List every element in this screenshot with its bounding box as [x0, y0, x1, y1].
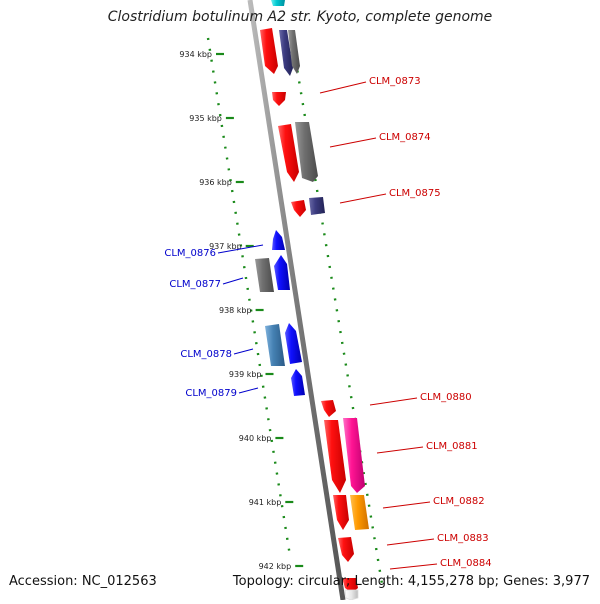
gene-label-leader [376, 446, 424, 454]
ruler-label: 940 kbp [239, 434, 272, 443]
ruler-label: 942 kbp [259, 562, 292, 571]
gene-label-leader [217, 244, 264, 254]
forward-strand-genes [260, 0, 369, 601]
gene-label-leader [386, 538, 435, 546]
gene-label-clm-0884[interactable]: CLM_0884 [440, 558, 492, 569]
gene-arrow[interactable] [321, 400, 336, 417]
map-title: Clostridium botulinum A2 str. Kyoto, com… [107, 9, 493, 25]
gene-label-leader [238, 387, 259, 394]
position-ruler: 934 kbp 935 kbp 936 kbp 937 kbp 938 kbp 939 k… [179, 50, 304, 571]
gene-label-clm-0873[interactable]: CLM_0873 [369, 76, 421, 87]
gene-arrow[interactable] [333, 495, 349, 530]
reverse-strand-genes [255, 230, 305, 396]
gene-label-leader [382, 501, 431, 509]
gene-labels: CLM_0873 CLM_0874 CLM_0875 CLM_0876 CLM_0877… [164, 76, 492, 570]
ruler-label: 934 kbp [179, 50, 212, 59]
ruler-label: 935 kbp [189, 114, 222, 123]
gene-label-leader [222, 277, 244, 285]
gene-label-clm-0880[interactable]: CLM_0880 [420, 392, 472, 403]
gene-arrow[interactable] [338, 537, 354, 562]
gene-arrow[interactable] [288, 30, 300, 74]
gene-arrow[interactable] [255, 258, 274, 292]
accession-text: Accession: NC_012563 [9, 574, 157, 589]
gene-label-leader [339, 193, 387, 204]
gene-label-clm-0878[interactable]: CLM_0878 [180, 349, 232, 360]
gene-label-leader [319, 81, 367, 94]
gene-label-clm-0882[interactable]: CLM_0882 [433, 496, 485, 507]
gene-label-clm-0875[interactable]: CLM_0875 [389, 188, 441, 199]
ruler-label: 941 kbp [249, 498, 282, 507]
ruler-label: 938 kbp [219, 306, 252, 315]
gene-arrow[interactable] [272, 230, 285, 250]
ruler-label: 939 kbp [229, 370, 262, 379]
gene-arrow[interactable] [343, 418, 365, 493]
gene-arrow[interactable] [350, 495, 369, 530]
gene-arrow[interactable] [271, 0, 285, 6]
gene-arrow[interactable] [285, 323, 302, 364]
gene-arrow[interactable] [274, 255, 290, 290]
gene-arrow[interactable] [342, 578, 358, 593]
gene-arrow[interactable] [272, 92, 286, 106]
gene-label-clm-0876[interactable]: CLM_0876 [164, 248, 216, 259]
gene-label-leader [369, 397, 418, 406]
gene-label-clm-0883[interactable]: CLM_0883 [437, 533, 489, 544]
gene-label-leader [329, 137, 377, 148]
gene-label-leader [233, 348, 254, 355]
gene-arrow[interactable] [279, 30, 293, 76]
genome-summary-text: Topology: circular; Length: 4,155,278 bp… [232, 574, 590, 589]
gene-label-clm-0879[interactable]: CLM_0879 [185, 388, 237, 399]
ruler-label: 937 kbp [209, 242, 242, 251]
gene-arrow[interactable] [260, 28, 278, 74]
gene-arrow[interactable] [309, 197, 325, 215]
genome-backbone [247, 0, 346, 601]
gene-arrow[interactable] [291, 369, 305, 396]
gene-arrow[interactable] [295, 122, 318, 182]
gene-label-clm-0881[interactable]: CLM_0881 [426, 441, 478, 452]
ruler-label: 936 kbp [199, 178, 232, 187]
gene-label-leader [389, 563, 438, 570]
gene-arrow[interactable] [291, 200, 306, 217]
gene-arrow[interactable] [324, 420, 346, 493]
gene-label-clm-0874[interactable]: CLM_0874 [379, 132, 431, 143]
gene-arrow[interactable] [265, 324, 285, 366]
gene-arrow[interactable] [344, 589, 359, 601]
gene-arrow[interactable] [278, 124, 299, 182]
gene-label-clm-0877[interactable]: CLM_0877 [169, 279, 221, 290]
